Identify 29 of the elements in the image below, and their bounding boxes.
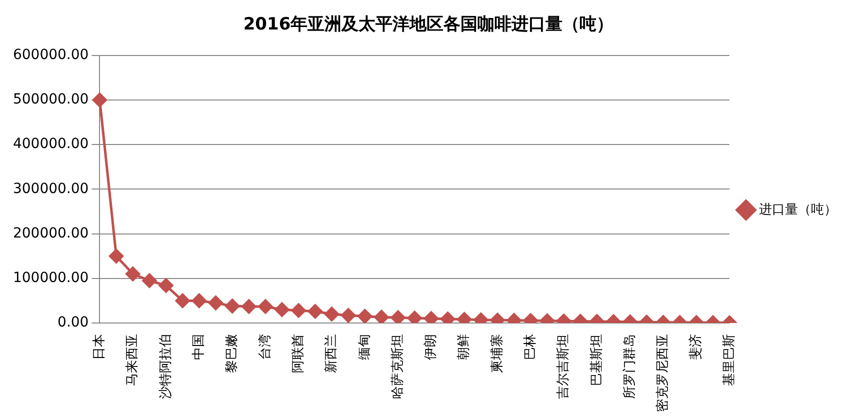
x-tick-label: 黎巴嫩 bbox=[224, 334, 240, 373]
x-tick-label: 朝鲜 bbox=[456, 334, 472, 360]
x-tick-label: 巴林 bbox=[522, 334, 538, 360]
x-tick-label: 所罗门群岛 bbox=[621, 334, 638, 399]
x-tick-label: 哈萨克斯坦 bbox=[390, 334, 406, 399]
chart-title: 2016年亚洲及太平洋地区各国咖啡进口量（吨） bbox=[243, 14, 614, 35]
y-tick-label: 100000.00 bbox=[12, 270, 89, 286]
x-tick-label: 吉尔吉斯坦 bbox=[556, 334, 572, 399]
y-tick-label: 300000.00 bbox=[12, 180, 89, 197]
y-tick-label: 600000.00 bbox=[12, 47, 89, 64]
y-tick-label: 400000.00 bbox=[12, 136, 89, 152]
x-tick-label: 马来西亚 bbox=[125, 334, 140, 386]
x-tick-label: 阿联酋 bbox=[290, 334, 306, 373]
x-tick-label: 台湾 bbox=[256, 334, 273, 360]
x-tick-label: 新西兰 bbox=[324, 334, 340, 373]
x-tick-label: 沙特阿拉伯 bbox=[158, 334, 174, 399]
y-tick-label: 0.00 bbox=[58, 314, 89, 331]
x-tick-label: 密克罗尼西亚 bbox=[656, 334, 671, 412]
x-tick-label: 缅甸 bbox=[357, 334, 372, 360]
legend-label: 进口量（吨） bbox=[759, 202, 837, 218]
x-tick-label: 基里巴斯 bbox=[722, 334, 737, 386]
x-tick-label: 巴基斯坦 bbox=[589, 334, 604, 386]
y-tick-label: 500000.00 bbox=[12, 92, 89, 108]
x-tick-label: 日本 bbox=[92, 334, 108, 360]
x-tick-label: 斐济 bbox=[688, 334, 704, 360]
y-tick-label: 200000.00 bbox=[12, 225, 89, 242]
x-tick-label: 柬埔寨 bbox=[488, 334, 505, 373]
x-tick-label: 伊朗 bbox=[422, 334, 439, 360]
x-tick-label: 中国 bbox=[192, 334, 207, 360]
